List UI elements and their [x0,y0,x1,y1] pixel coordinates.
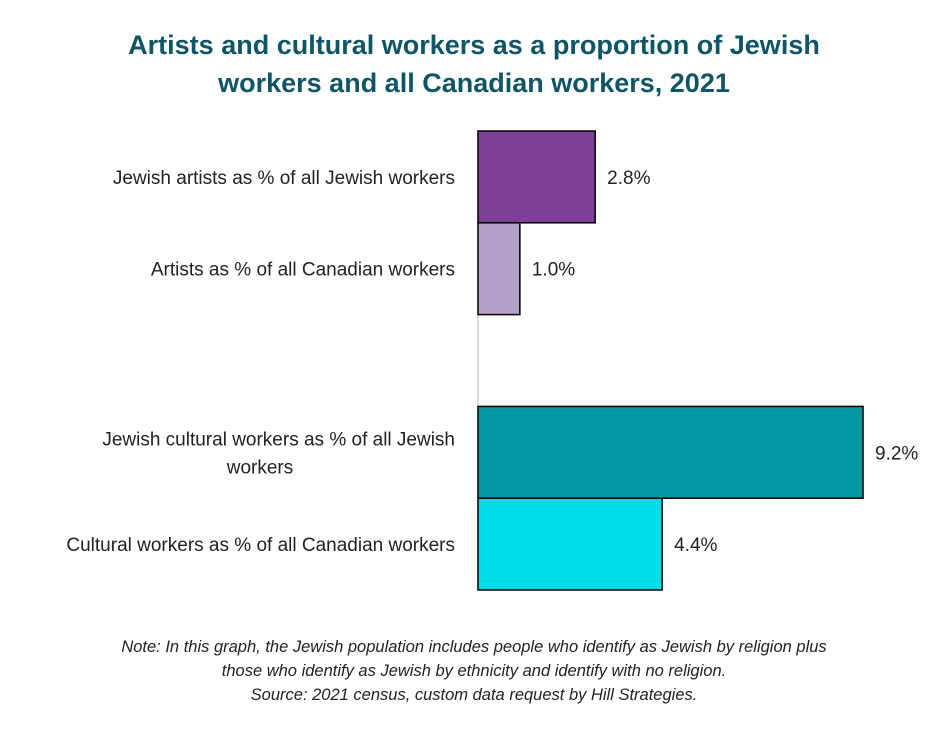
category-label-0-line-0: Jewish artists as % of all Jewish worker… [113,168,455,189]
category-label-1-line-0: Artists as % of all Canadian workers [151,260,455,281]
value-label-0: 2.8% [607,168,650,189]
category-label-3-line-0: Jewish cultural workers as % of all Jewi… [102,429,455,450]
chart-title-line-1: Artists and cultural workers as a propor… [128,30,820,60]
bar-1 [477,222,521,316]
value-label-4: 4.4% [674,535,717,556]
chart-title: Artists and cultural workers as a propor… [40,26,908,102]
category-label-4: Cultural workers as % of all Canadian wo… [66,535,455,556]
category-label-3: Jewish cultural workers as % of all Jewi… [102,429,455,478]
bar-0 [477,130,596,224]
note-line-2: those who identify as Jewish by ethnicit… [221,662,727,680]
category-label-1: Artists as % of all Canadian workers [151,260,455,281]
category-labels-group: Jewish artists as % of all Jewish worker… [66,168,455,556]
category-label-3-line-1: workers [226,457,294,478]
category-label-0: Jewish artists as % of all Jewish worker… [113,168,455,189]
bar-4 [477,497,663,591]
chart-note: Note: In this graph, the Jewish populati… [40,635,908,707]
value-label-1: 1.0% [532,260,575,281]
value-labels-group: 2.8% 1.0% 9.2% 4.4% [532,168,919,556]
bars-group [477,130,864,591]
bar-3 [477,405,864,499]
note-line-1: Note: In this graph, the Jewish populati… [121,638,827,656]
note-line-3: Source: 2021 census, custom data request… [250,686,698,704]
category-label-4-line-0: Cultural workers as % of all Canadian wo… [66,535,455,556]
value-label-3: 9.2% [875,443,918,464]
chart-title-line-2: workers and all Canadian workers, 2021 [218,68,730,98]
